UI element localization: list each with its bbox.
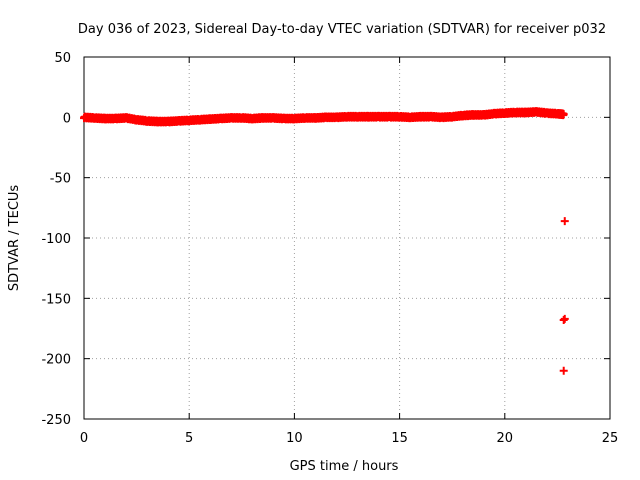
x-tick-label: 5 <box>185 431 193 446</box>
data-point <box>559 110 568 119</box>
y-tick-label: 0 <box>63 111 71 126</box>
y-tick-label: 50 <box>54 51 71 66</box>
x-axis-label: GPS time / hours <box>290 459 399 474</box>
y-tick-label: -200 <box>41 353 71 368</box>
x-tick-label: 15 <box>391 431 408 446</box>
data-point <box>559 316 568 325</box>
axes: 0 5 10 15 20 25 50 0 -50 -100 -150 -200 -250 <box>41 51 618 446</box>
y-tick-label: -50 <box>50 172 71 187</box>
y-tick-label: -250 <box>41 413 71 428</box>
data-points <box>80 107 569 375</box>
y-tick-label: -100 <box>41 232 71 247</box>
x-tick-label: 20 <box>497 431 514 446</box>
data-point <box>560 217 569 226</box>
x-tick-label: 25 <box>602 431 619 446</box>
data-point <box>560 314 569 323</box>
x-tick-label: 0 <box>80 431 88 446</box>
x-tick-label: 10 <box>286 431 303 446</box>
y-axis-label: SDTVAR / TECUs <box>7 185 22 292</box>
y-tick-label: -150 <box>41 292 71 307</box>
chart-title: Day 036 of 2023, Sidereal Day-to-day VTE… <box>78 22 606 37</box>
data-point <box>559 366 568 375</box>
